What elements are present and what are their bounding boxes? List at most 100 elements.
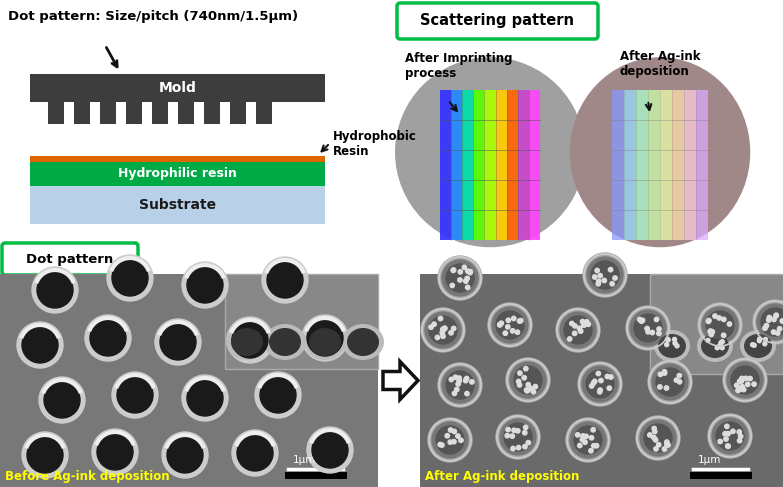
Circle shape <box>465 392 469 396</box>
Circle shape <box>465 276 469 281</box>
Circle shape <box>744 376 748 380</box>
Circle shape <box>590 435 594 440</box>
Circle shape <box>657 331 661 336</box>
Circle shape <box>653 438 658 442</box>
Circle shape <box>662 447 666 451</box>
Circle shape <box>446 371 474 399</box>
Ellipse shape <box>658 334 686 358</box>
Circle shape <box>574 426 602 454</box>
Text: Hydrophilic resin: Hydrophilic resin <box>118 168 237 181</box>
Circle shape <box>737 430 742 434</box>
Circle shape <box>533 384 538 389</box>
Circle shape <box>112 372 158 418</box>
Circle shape <box>717 344 721 348</box>
Circle shape <box>658 385 662 389</box>
Circle shape <box>458 278 462 282</box>
Circle shape <box>726 444 731 449</box>
Circle shape <box>608 267 613 272</box>
Circle shape <box>738 434 743 438</box>
Circle shape <box>510 362 546 398</box>
Circle shape <box>452 429 456 433</box>
Bar <box>126 102 142 124</box>
Circle shape <box>586 322 590 326</box>
Circle shape <box>578 362 622 406</box>
Circle shape <box>702 307 738 343</box>
Circle shape <box>726 431 731 436</box>
Circle shape <box>748 376 752 381</box>
Circle shape <box>511 446 515 450</box>
FancyBboxPatch shape <box>397 3 598 39</box>
Circle shape <box>570 321 574 326</box>
Bar <box>74 102 90 124</box>
Circle shape <box>442 326 447 331</box>
Circle shape <box>720 346 724 350</box>
Circle shape <box>708 414 752 458</box>
Circle shape <box>438 256 482 300</box>
Circle shape <box>650 330 655 335</box>
Circle shape <box>772 317 776 321</box>
Circle shape <box>586 370 614 398</box>
Circle shape <box>716 422 744 450</box>
Circle shape <box>182 375 228 421</box>
Circle shape <box>436 426 464 454</box>
Circle shape <box>512 428 516 432</box>
Circle shape <box>442 260 478 296</box>
Circle shape <box>582 366 618 402</box>
Text: Scattering pattern: Scattering pattern <box>420 14 575 29</box>
Circle shape <box>636 416 680 460</box>
Bar <box>420 274 783 487</box>
Ellipse shape <box>226 324 268 360</box>
Circle shape <box>432 322 436 326</box>
Circle shape <box>456 434 460 438</box>
Circle shape <box>44 382 80 418</box>
Circle shape <box>452 326 456 331</box>
Circle shape <box>707 318 711 323</box>
Circle shape <box>637 318 642 322</box>
Circle shape <box>515 330 520 335</box>
Circle shape <box>438 317 442 321</box>
Circle shape <box>593 275 597 279</box>
Circle shape <box>738 387 742 392</box>
Circle shape <box>160 324 196 360</box>
Circle shape <box>525 389 529 393</box>
Circle shape <box>524 366 528 371</box>
Circle shape <box>464 378 468 383</box>
Circle shape <box>516 379 521 384</box>
Ellipse shape <box>309 328 341 356</box>
Bar <box>451 90 462 240</box>
Circle shape <box>656 368 684 396</box>
Circle shape <box>723 437 728 441</box>
Circle shape <box>307 427 353 473</box>
Bar <box>152 102 168 124</box>
Circle shape <box>583 253 627 297</box>
Circle shape <box>162 432 208 478</box>
Circle shape <box>599 378 603 383</box>
Circle shape <box>522 431 527 435</box>
Bar <box>462 90 474 240</box>
Ellipse shape <box>697 330 733 362</box>
Circle shape <box>458 270 463 274</box>
Circle shape <box>187 267 223 303</box>
Circle shape <box>492 307 528 343</box>
Circle shape <box>652 364 688 400</box>
Bar <box>624 90 636 240</box>
Bar <box>30 74 325 102</box>
Circle shape <box>591 428 595 432</box>
Circle shape <box>523 444 527 449</box>
Circle shape <box>302 315 348 361</box>
Circle shape <box>27 437 63 473</box>
Circle shape <box>449 377 453 382</box>
Ellipse shape <box>701 334 729 358</box>
Circle shape <box>634 314 662 342</box>
Ellipse shape <box>570 57 750 247</box>
Bar <box>440 90 451 240</box>
Circle shape <box>763 337 767 341</box>
Circle shape <box>734 383 739 388</box>
Circle shape <box>608 375 613 379</box>
Bar <box>518 90 529 240</box>
Circle shape <box>464 376 469 381</box>
Circle shape <box>602 278 607 282</box>
Text: After Ag-ink
deposition: After Ag-ink deposition <box>620 50 701 78</box>
Circle shape <box>510 434 514 438</box>
Bar <box>529 90 540 240</box>
